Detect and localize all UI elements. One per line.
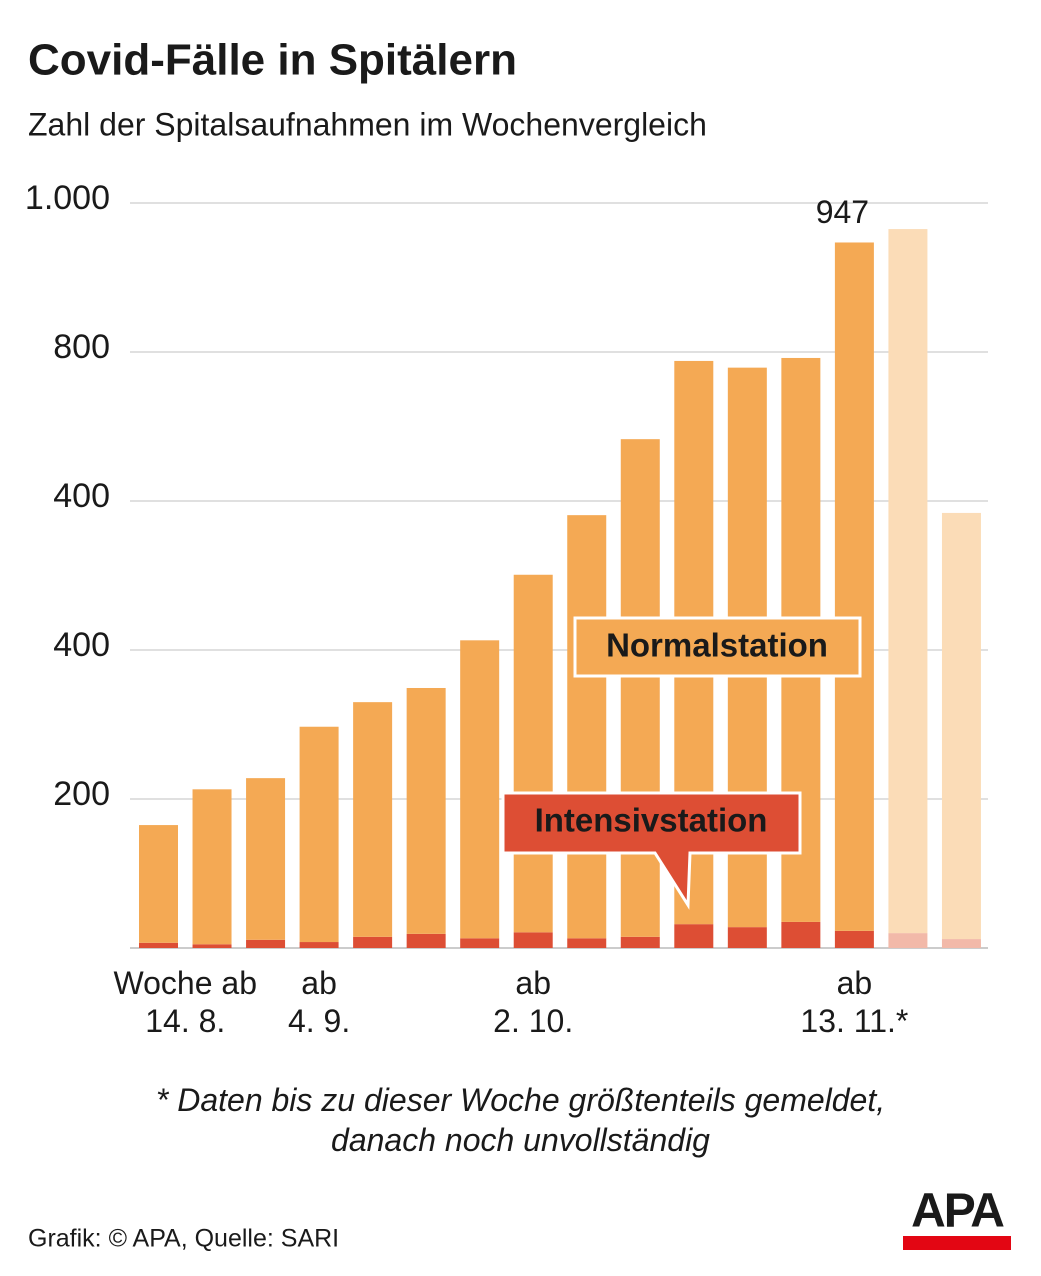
annotation: 947: [816, 194, 869, 230]
bar-segment: [406, 933, 446, 948]
bar-segment: [139, 825, 178, 943]
x-tick-label: Woche ab 14. 8.: [113, 965, 258, 1039]
bar-segment: [513, 932, 553, 948]
bar-segment: [834, 242, 874, 931]
bar-segment: [460, 640, 500, 939]
y-tick-label: 800: [53, 328, 110, 366]
logo-bar: [903, 1236, 1011, 1250]
bar-segment: [246, 939, 286, 948]
bar-segment: [299, 942, 339, 948]
bar-segment: [567, 938, 607, 948]
bar-segment: [941, 939, 981, 948]
bar-segment: [620, 936, 660, 948]
bar-segment: [192, 789, 232, 945]
bar-segment: [888, 933, 928, 948]
footnote: * Daten bis zu dieser Woche größtenteils…: [155, 1082, 886, 1158]
y-tick-label: 200: [53, 775, 110, 813]
bar-segment: [460, 938, 500, 948]
x-tick-label: ab 2. 10.: [493, 965, 574, 1039]
bar-segment: [888, 229, 928, 934]
chart-subtitle: Zahl der Spitalsaufnahmen im Wochenvergl…: [28, 106, 707, 142]
bar-segment: [834, 930, 874, 948]
source: Grafik: © APA, Quelle: SARI: [28, 1225, 339, 1253]
chart-title: Covid-Fälle in Spitälern: [28, 36, 517, 85]
bar-segment: [139, 942, 178, 948]
bar-segment: [406, 687, 446, 934]
bar-segment: [727, 927, 767, 948]
bar-segment: [674, 924, 714, 948]
bar-segment: [192, 944, 232, 948]
y-tick-label: 1.000: [25, 179, 110, 217]
x-tick-label: ab 13. 11.*: [800, 965, 909, 1039]
bar-segment: [299, 726, 339, 943]
legend-label: Normalstation: [606, 627, 828, 664]
bar-segment: [353, 936, 393, 948]
legend-label: Intensivstation: [535, 802, 768, 839]
y-tick-label: 400: [53, 477, 110, 515]
bar-segment: [620, 439, 660, 937]
bar-segment: [567, 515, 607, 939]
bar-segment: [513, 574, 553, 933]
bar-segment: [781, 921, 821, 948]
bar-segment: [941, 512, 981, 940]
legend-box: [573, 616, 862, 678]
x-tick-label: ab 4. 9.: [287, 965, 351, 1039]
legend-box: [501, 791, 802, 910]
logo: APA: [911, 1185, 1004, 1238]
y-tick-label: 400: [53, 626, 110, 664]
bar-segment: [246, 778, 286, 940]
bar-segment: [353, 702, 393, 937]
